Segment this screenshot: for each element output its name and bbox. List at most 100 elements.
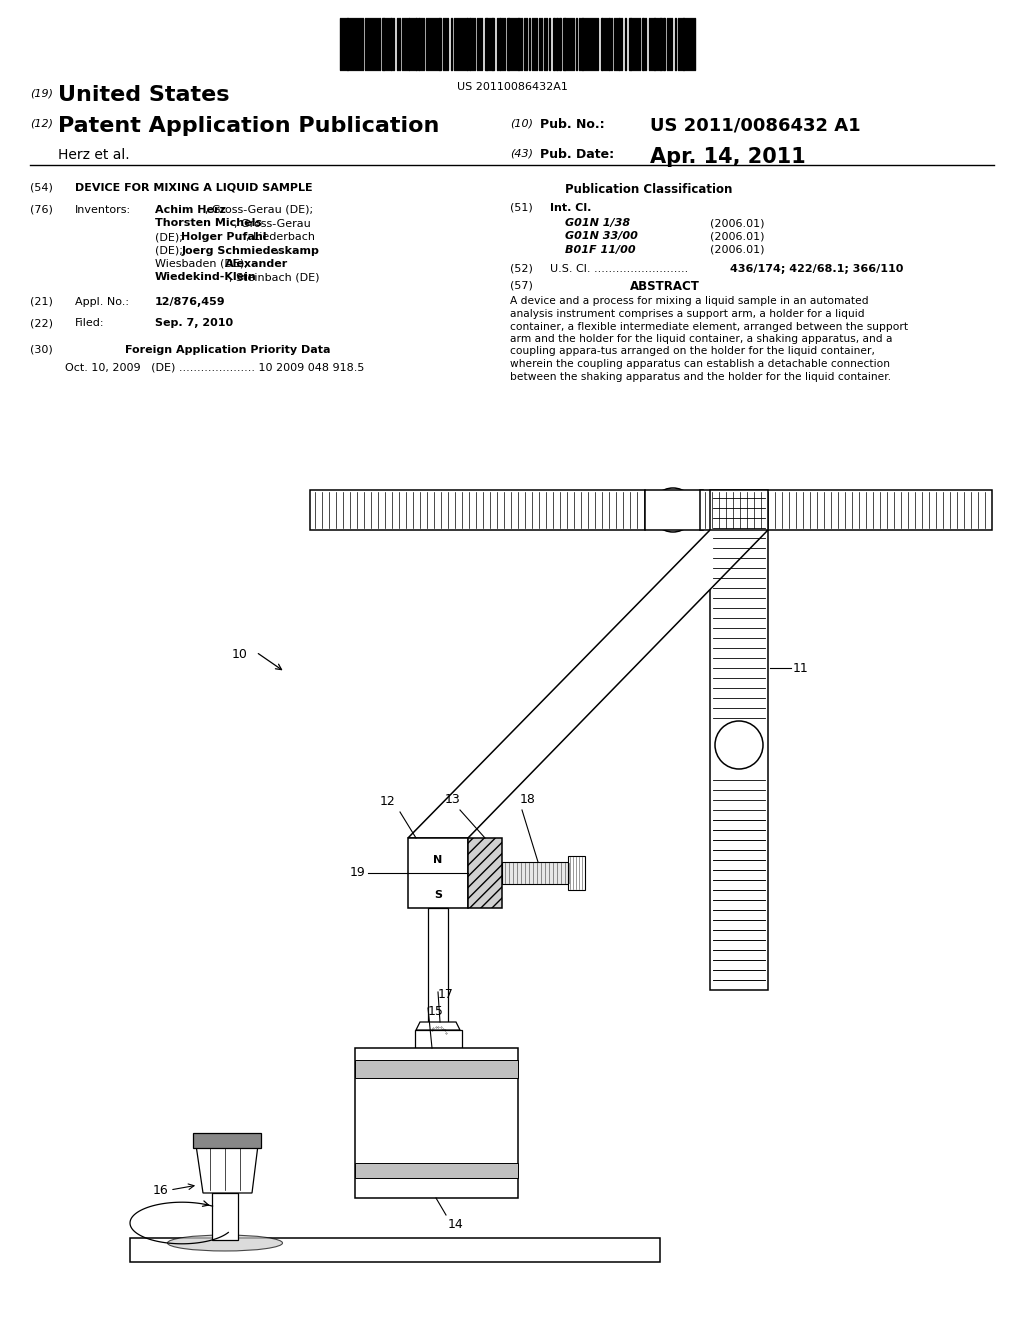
Bar [418,18,420,70]
Text: (2006.01): (2006.01) [710,231,765,242]
Polygon shape [416,1022,460,1030]
Text: ,: , [275,246,280,256]
Bar [502,862,572,884]
Text: Inventors:: Inventors: [75,205,131,215]
Text: wherein the coupling apparatus can establish a detachable connection: wherein the coupling apparatus can estab… [510,359,890,370]
Text: (22): (22) [30,318,53,327]
Text: DEVICE FOR MIXING A LIQUID SAMPLE: DEVICE FOR MIXING A LIQUID SAMPLE [75,183,312,193]
Bar [645,490,703,531]
Text: U.S. Cl. ..........................: U.S. Cl. .......................... [550,264,688,273]
Text: Holger Pufahl: Holger Pufahl [181,232,267,242]
Text: B01F 11/00: B01F 11/00 [565,246,636,255]
Text: Int. Cl.: Int. Cl. [550,203,592,213]
Text: US 20110086432A1: US 20110086432A1 [457,82,567,92]
Text: (10): (10) [510,117,534,128]
Text: A device and a process for mixing a liquid sample in an automated: A device and a process for mixing a liqu… [510,297,868,306]
Bar [355,1048,518,1199]
Bar [629,18,632,70]
Bar [415,1030,462,1048]
Text: , Gross-Gerau: , Gross-Gerau [234,219,311,228]
Text: (43): (43) [510,148,534,158]
Text: coupling appara-tus arranged on the holder for the liquid container,: coupling appara-tus arranged on the hold… [510,346,874,356]
Bar [408,838,468,908]
Text: Appl. No.:: Appl. No.: [75,297,129,308]
Bar [563,18,566,70]
Bar [390,18,392,70]
Bar [438,18,441,70]
Bar [653,18,656,70]
Bar [581,18,584,70]
Text: , Liederbach: , Liederbach [246,232,315,242]
Bar [485,18,488,70]
Text: Alexander: Alexander [225,259,289,269]
Bar [608,18,610,70]
Text: 14: 14 [449,1218,464,1232]
Text: United States: United States [58,84,229,106]
Text: (2006.01): (2006.01) [710,218,765,228]
Text: Pub. Date:: Pub. Date: [540,148,614,161]
Text: 17: 17 [438,987,454,1001]
Bar [469,18,471,70]
Text: S: S [434,890,442,900]
Bar [682,18,685,70]
Bar [408,18,410,70]
Text: (76): (76) [30,205,53,215]
Bar [507,18,510,70]
Bar [553,18,555,70]
Bar [428,908,449,1038]
Text: between the shaking apparatus and the holder for the liquid container.: between the shaking apparatus and the ho… [510,371,891,381]
Bar [517,18,520,70]
Text: Wiedekind-Klein: Wiedekind-Klein [155,272,257,282]
Bar [490,18,494,70]
Text: (54): (54) [30,183,53,193]
Text: G01N 33/00: G01N 33/00 [565,231,638,242]
Text: (DE);: (DE); [155,232,186,242]
Bar [556,18,558,70]
Text: Oct. 10, 2009   (DE) ..................... 10 2009 048 918.5: Oct. 10, 2009 (DE) .....................… [65,362,365,372]
Bar [355,1163,518,1177]
Text: (51): (51) [510,203,532,213]
Text: Joerg Schmiedeskamp: Joerg Schmiedeskamp [181,246,319,256]
Bar [568,855,585,890]
Text: container, a flexible intermediate element, arranged between the support: container, a flexible intermediate eleme… [510,322,908,331]
Bar [382,18,385,70]
Bar [346,18,349,70]
Text: , Steinbach (DE): , Steinbach (DE) [229,272,319,282]
Bar [310,490,645,531]
Text: 19: 19 [349,866,365,879]
Text: (57): (57) [510,281,532,290]
Polygon shape [196,1144,258,1193]
Text: , Gross-Gerau (DE);: , Gross-Gerau (DE); [205,205,312,215]
Text: Publication Classification: Publication Classification [565,183,732,195]
Text: N: N [433,855,442,865]
Bar [700,490,992,531]
Text: 12/876,459: 12/876,459 [155,297,225,308]
Text: (DE);: (DE); [155,246,186,256]
Text: analysis instrument comprises a support arm, a holder for a liquid: analysis instrument comprises a support … [510,309,864,319]
Circle shape [715,721,763,770]
Text: 12: 12 [380,795,396,808]
Text: (19): (19) [30,88,53,98]
Bar [193,1133,261,1148]
Bar [355,1060,518,1078]
Text: 13: 13 [445,793,461,807]
Text: Sep. 7, 2010: Sep. 7, 2010 [155,318,233,327]
Text: Patent Application Publication: Patent Application Publication [58,116,439,136]
Text: Achim Herz: Achim Herz [155,205,226,215]
Text: 15: 15 [428,1005,443,1018]
Text: 10: 10 [232,648,248,661]
Text: US 2011/0086432 A1: US 2011/0086432 A1 [650,116,860,135]
Text: 18: 18 [520,793,536,807]
Bar [415,18,417,70]
Text: G01N 1/38: G01N 1/38 [565,218,630,228]
Text: ABSTRACT: ABSTRACT [630,281,699,293]
Bar [618,18,620,70]
Text: 436/174; 422/68.1; 366/110: 436/174; 422/68.1; 366/110 [730,264,903,273]
Ellipse shape [168,1236,283,1251]
Text: arm and the holder for the liquid container, a shaking apparatus, and a: arm and the holder for the liquid contai… [510,334,893,345]
Bar [468,838,502,908]
Text: 11: 11 [793,661,809,675]
Bar [710,490,768,990]
Bar [499,18,501,70]
Bar [130,1238,660,1262]
